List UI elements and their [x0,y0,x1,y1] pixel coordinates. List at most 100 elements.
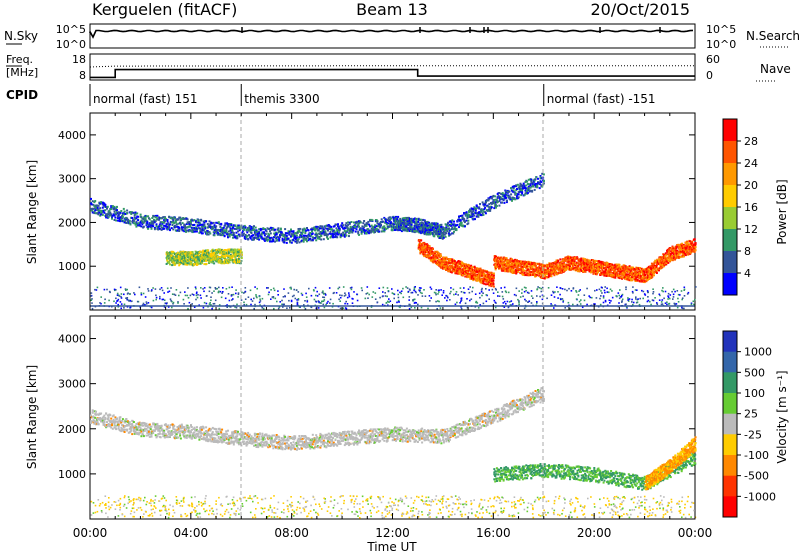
power-cell [582,257,585,260]
power-cell [346,229,349,232]
power-cell [316,227,318,230]
power-cell [446,230,449,233]
power-cell [422,247,425,250]
power-cell [419,218,422,221]
power-cell [555,261,558,264]
power-cell [310,239,313,242]
power-cell [429,230,432,233]
power-cell [105,216,108,219]
power-cell [486,273,489,276]
power-cell [435,233,438,236]
power-cell [204,227,207,230]
nsky-right-tick-top: 10^5 [706,23,736,36]
power-cell [509,261,512,264]
power-cell [364,229,367,232]
power-cell [158,225,161,228]
cpid-segment-0: normal (fast) 151 [93,92,197,106]
power-cell [152,225,155,228]
power-cell [304,234,307,237]
power-cell [584,265,587,268]
power-cell [108,209,111,212]
power-cell [379,223,382,226]
power-cell [590,271,592,274]
power-cell [257,235,260,238]
power-cell [382,220,385,223]
power-cell [440,223,443,226]
power-cell [459,215,462,217]
power-cell [309,237,312,240]
power-cell [571,259,574,261]
power-cell [315,225,318,228]
power-cell [305,229,308,232]
power-cell [542,173,545,176]
power-cell [510,268,513,271]
power-cell [304,228,307,231]
power-cell [482,213,485,216]
power-cell [495,266,498,269]
power-cell [168,226,171,229]
power-cell [603,267,605,270]
power-cell [338,229,341,232]
power-cell [122,207,125,210]
power-cell [446,265,449,268]
power-cell [222,229,225,231]
power-cell [481,273,484,276]
power-cell [519,190,522,193]
power-cell [340,232,343,235]
power-cell [566,258,568,261]
power-cell [408,230,411,232]
power-cell [436,250,439,253]
power-cell [549,265,552,268]
power-cell [113,210,116,213]
power-cell [540,181,543,184]
power-cell [389,216,392,219]
power-cell [606,264,609,267]
freq-series-line [90,68,695,79]
power-cell [295,241,298,244]
power-cell [526,183,529,185]
power-cell [418,231,421,234]
power-cell [474,209,477,212]
power-cell [224,223,227,226]
power-cell [332,236,334,239]
power-cell [520,260,523,263]
power-cell [185,229,188,232]
power-cell [522,184,525,187]
power-cell [273,232,276,235]
power-cell [487,199,490,202]
power-cell [530,178,533,181]
power-cell [453,220,455,223]
cpid-segments: normal (fast) 151 themis 3300 normal (fast… [89,84,656,106]
power-cell [344,230,347,233]
power-cell [238,229,241,232]
power-cell [160,224,163,227]
power-cell [172,218,175,221]
power-cell [547,276,550,279]
power-cell [174,221,177,224]
power-cell [484,211,487,214]
power-cell [263,228,266,230]
power-cell [235,231,238,234]
power-cell [290,228,292,231]
power-cell [118,218,121,221]
power-cell [225,229,228,232]
power-cell [277,227,280,230]
power-cell [492,272,495,275]
power-cell [300,233,303,236]
power-cell [505,191,508,194]
power-cell [589,268,592,271]
power-cell [483,276,486,279]
power-cell [545,272,547,275]
power-cell [219,232,222,235]
power-cell [427,227,430,230]
power-cell [311,238,314,241]
power-cell [345,222,348,225]
power-cell [560,260,563,263]
power-cell [297,228,300,230]
power-cell [531,265,534,267]
power-cell [95,206,97,209]
power-cell [520,267,523,270]
power-cell [147,227,150,230]
power-cell [573,267,576,270]
power-cell [357,232,360,235]
